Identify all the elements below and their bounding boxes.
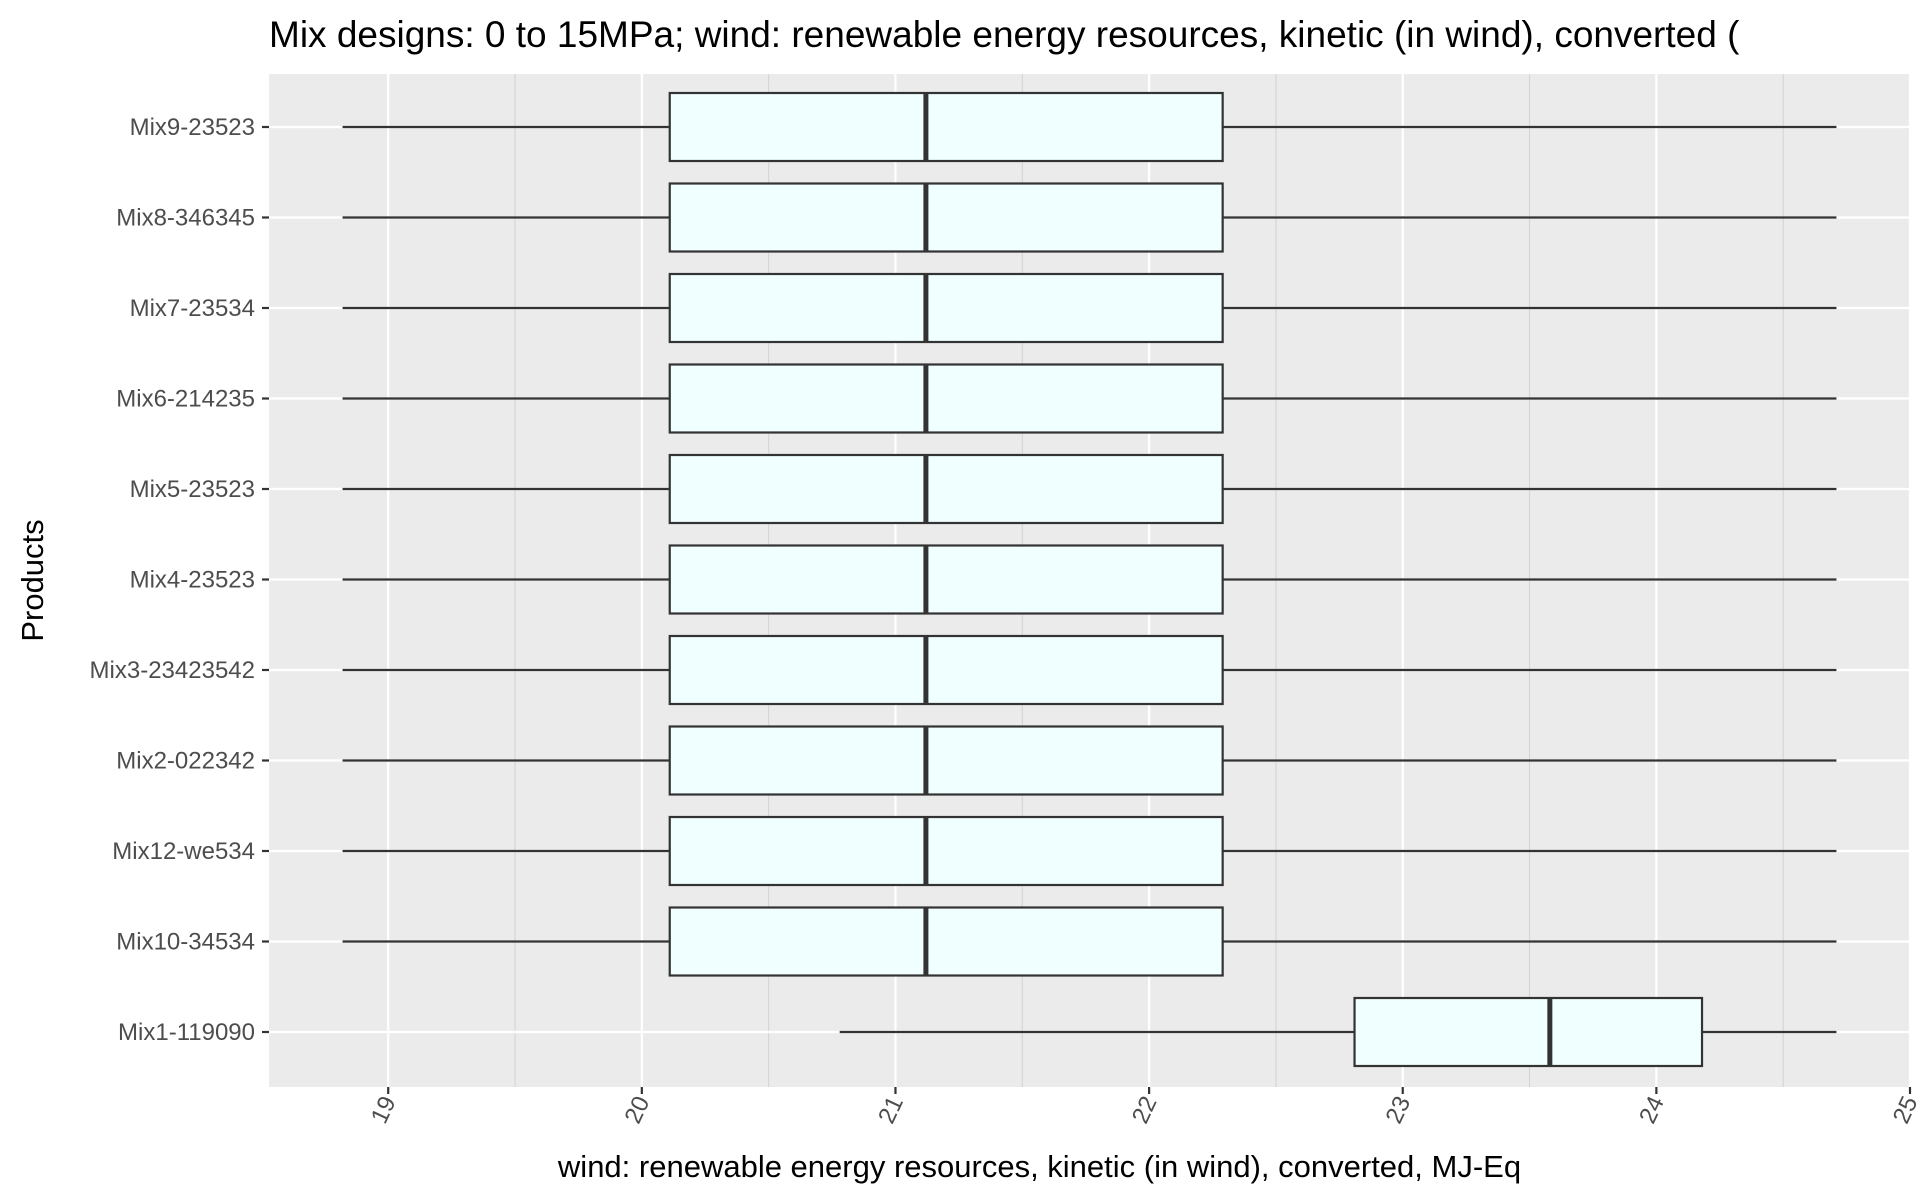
- y-tick-label: Mix12-we534: [112, 838, 255, 865]
- y-tick-label: Mix8-346345: [116, 205, 255, 232]
- y-tick-label: Mix10-34534: [116, 929, 255, 956]
- box-iqr: [668, 544, 1224, 615]
- box-iqr: [668, 906, 1224, 977]
- x-tick-label: 23: [1380, 1092, 1416, 1128]
- box-Mix5-23523: [342, 453, 1837, 525]
- y-tick-label: Mix1-119090: [118, 1019, 255, 1046]
- box-Mix1-119090: [839, 996, 1837, 1068]
- box-Mix7-23534: [342, 272, 1837, 344]
- box-iqr: [668, 634, 1224, 706]
- y-tick-label: Mix4-23523: [130, 567, 255, 594]
- y-tick-label: Mix6-214235: [116, 386, 255, 413]
- box-iqr: [1353, 996, 1704, 1068]
- y-tick-label: Mix3-23423542: [90, 657, 255, 684]
- box-iqr: [668, 272, 1224, 344]
- y-tick-label: Mix7-23534: [130, 295, 255, 322]
- x-tick-label: 22: [1127, 1092, 1163, 1128]
- box-iqr: [668, 363, 1224, 434]
- x-tick-label: 25: [1888, 1092, 1924, 1128]
- box-Mix8-346345: [342, 182, 1837, 253]
- y-tick-label: Mix9-23523: [130, 114, 255, 141]
- x-axis: 19 20 21 22 23 24 25: [366, 1087, 1924, 1128]
- box-Mix4-23523: [342, 544, 1837, 615]
- box-Mix3-23423542: [342, 634, 1837, 706]
- y-tick-label: Mix5-23523: [130, 476, 255, 503]
- x-tick-label: 21: [873, 1092, 909, 1128]
- box-iqr: [668, 815, 1224, 887]
- box-Mix6-214235: [342, 363, 1837, 434]
- box-Mix9-23523: [342, 91, 1837, 163]
- box-iqr: [668, 725, 1224, 796]
- y-axis-title: Products: [15, 519, 50, 641]
- box-iqr: [668, 453, 1224, 525]
- box-Mix2-022342: [342, 725, 1837, 796]
- box-layer: [342, 91, 1837, 1068]
- box-iqr: [668, 91, 1224, 163]
- y-axis: Mix9-23523 Mix8-346345 Mix7-23534 Mix6-2142…: [90, 114, 269, 1046]
- y-tick-label: Mix2-022342: [116, 748, 255, 775]
- box-Mix12-we534: [342, 815, 1837, 887]
- box-iqr: [668, 182, 1224, 253]
- chart-title: Mix designs: 0 to 15MPa; wind: renewable…: [269, 14, 1740, 55]
- x-tick-label: 24: [1634, 1092, 1670, 1128]
- x-axis-title: wind: renewable energy resources, kineti…: [557, 1149, 1521, 1184]
- x-tick-label: 19: [366, 1092, 402, 1128]
- box-Mix10-34534: [342, 906, 1837, 977]
- x-tick-label: 20: [620, 1092, 656, 1128]
